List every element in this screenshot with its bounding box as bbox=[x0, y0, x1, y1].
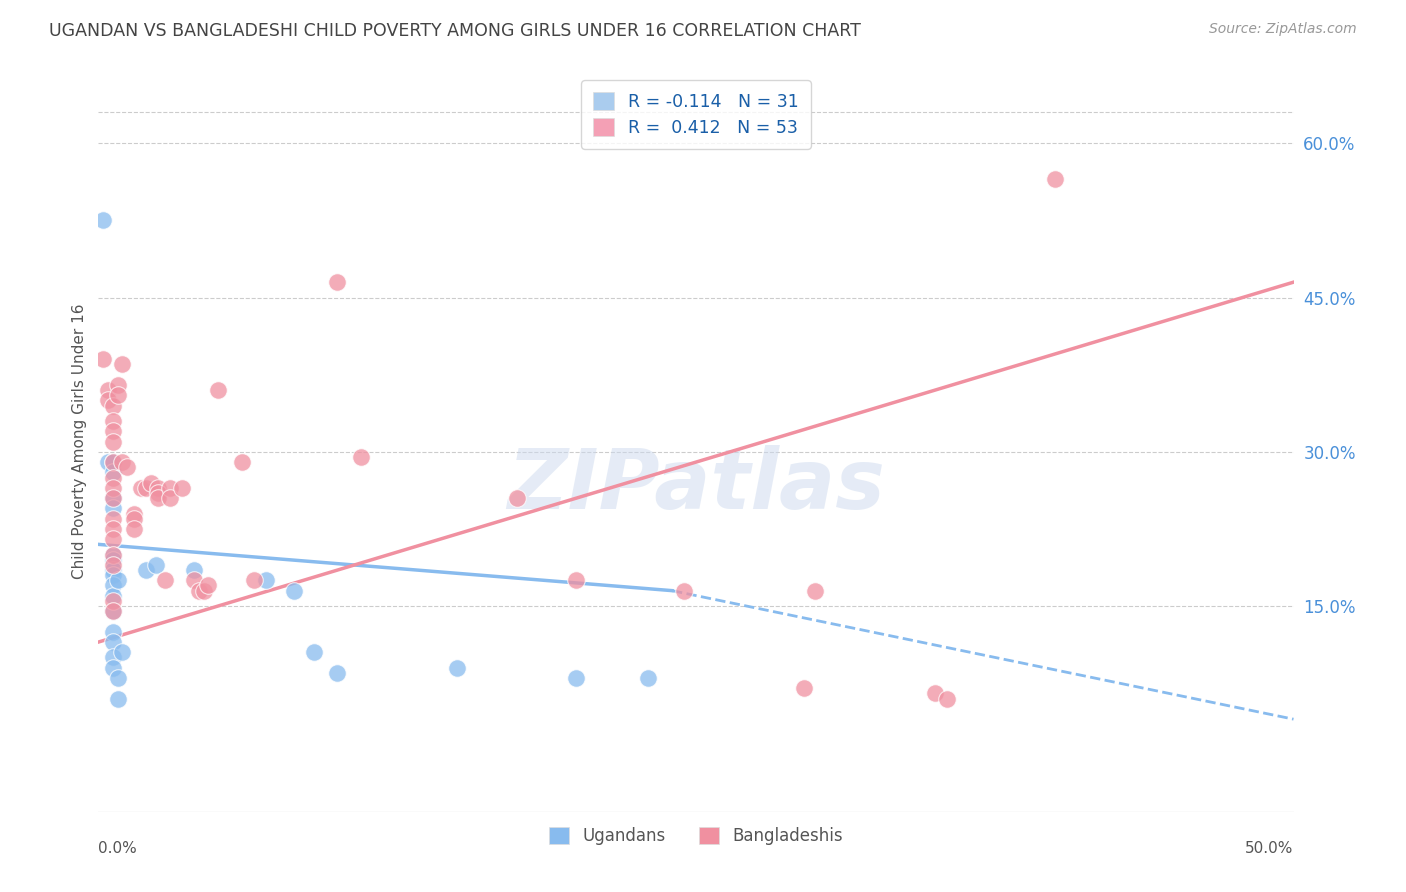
Point bbox=[111, 645, 134, 659]
Point bbox=[107, 378, 129, 392]
Point bbox=[254, 574, 277, 588]
Point bbox=[326, 665, 349, 680]
Point bbox=[101, 455, 124, 469]
Point bbox=[101, 491, 124, 505]
Point bbox=[101, 624, 124, 639]
Point bbox=[145, 558, 167, 572]
Point bbox=[924, 686, 946, 700]
Point bbox=[1043, 172, 1066, 186]
Point bbox=[107, 691, 129, 706]
Point bbox=[107, 671, 129, 685]
Point bbox=[148, 491, 170, 505]
Point bbox=[101, 594, 124, 608]
Point bbox=[793, 681, 815, 696]
Point bbox=[283, 583, 305, 598]
Point bbox=[97, 383, 120, 397]
Point bbox=[124, 511, 146, 525]
Point bbox=[111, 455, 134, 469]
Point bbox=[183, 574, 205, 588]
Text: 50.0%: 50.0% bbox=[1246, 840, 1294, 855]
Point bbox=[302, 645, 325, 659]
Point bbox=[101, 501, 124, 516]
Point bbox=[159, 491, 181, 505]
Point bbox=[446, 661, 468, 675]
Point bbox=[101, 522, 124, 536]
Point bbox=[91, 352, 114, 367]
Point bbox=[101, 604, 124, 618]
Point bbox=[101, 434, 124, 449]
Point bbox=[101, 604, 124, 618]
Point bbox=[101, 466, 124, 480]
Point bbox=[101, 533, 124, 547]
Point bbox=[135, 481, 157, 495]
Point bbox=[97, 393, 120, 408]
Point bbox=[101, 399, 124, 413]
Point bbox=[326, 275, 349, 289]
Point bbox=[172, 481, 194, 495]
Point bbox=[207, 383, 229, 397]
Point bbox=[101, 635, 124, 649]
Point bbox=[107, 574, 129, 588]
Point bbox=[243, 574, 266, 588]
Point bbox=[936, 691, 959, 706]
Point bbox=[101, 661, 124, 675]
Text: Source: ZipAtlas.com: Source: ZipAtlas.com bbox=[1209, 22, 1357, 37]
Point bbox=[148, 481, 170, 495]
Point bbox=[101, 424, 124, 438]
Point bbox=[101, 511, 124, 525]
Text: UGANDAN VS BANGLADESHI CHILD POVERTY AMONG GIRLS UNDER 16 CORRELATION CHART: UGANDAN VS BANGLADESHI CHILD POVERTY AMO… bbox=[49, 22, 860, 40]
Point bbox=[139, 475, 162, 490]
Text: 0.0%: 0.0% bbox=[98, 840, 138, 855]
Point bbox=[101, 578, 124, 592]
Legend: Ugandans, Bangladeshis: Ugandans, Bangladeshis bbox=[543, 820, 849, 852]
Point bbox=[135, 563, 157, 577]
Point bbox=[183, 563, 205, 577]
Point bbox=[101, 558, 124, 572]
Point bbox=[101, 553, 124, 567]
Point bbox=[231, 455, 253, 469]
Point bbox=[637, 671, 659, 685]
Point bbox=[101, 491, 124, 505]
Point bbox=[97, 455, 120, 469]
Point bbox=[101, 548, 124, 562]
Point bbox=[565, 574, 588, 588]
Point bbox=[101, 589, 124, 603]
Text: ZIPatlas: ZIPatlas bbox=[508, 445, 884, 526]
Point bbox=[101, 650, 124, 665]
Point bbox=[124, 507, 146, 521]
Point bbox=[673, 583, 696, 598]
Point bbox=[197, 578, 219, 592]
Point bbox=[107, 388, 129, 402]
Point bbox=[111, 358, 134, 372]
Point bbox=[124, 522, 146, 536]
Point bbox=[101, 470, 124, 484]
Y-axis label: Child Poverty Among Girls Under 16: Child Poverty Among Girls Under 16 bbox=[72, 304, 87, 579]
Point bbox=[131, 481, 153, 495]
Point bbox=[506, 491, 529, 505]
Point bbox=[101, 563, 124, 577]
Point bbox=[101, 568, 124, 582]
Point bbox=[193, 583, 215, 598]
Point bbox=[101, 481, 124, 495]
Point bbox=[101, 414, 124, 428]
Point bbox=[159, 481, 181, 495]
Point bbox=[155, 574, 177, 588]
Point bbox=[115, 460, 138, 475]
Point bbox=[565, 671, 588, 685]
Point bbox=[350, 450, 373, 464]
Point bbox=[804, 583, 827, 598]
Point bbox=[91, 213, 114, 227]
Point bbox=[101, 548, 124, 562]
Point bbox=[187, 583, 209, 598]
Point bbox=[148, 486, 170, 500]
Point bbox=[101, 455, 124, 469]
